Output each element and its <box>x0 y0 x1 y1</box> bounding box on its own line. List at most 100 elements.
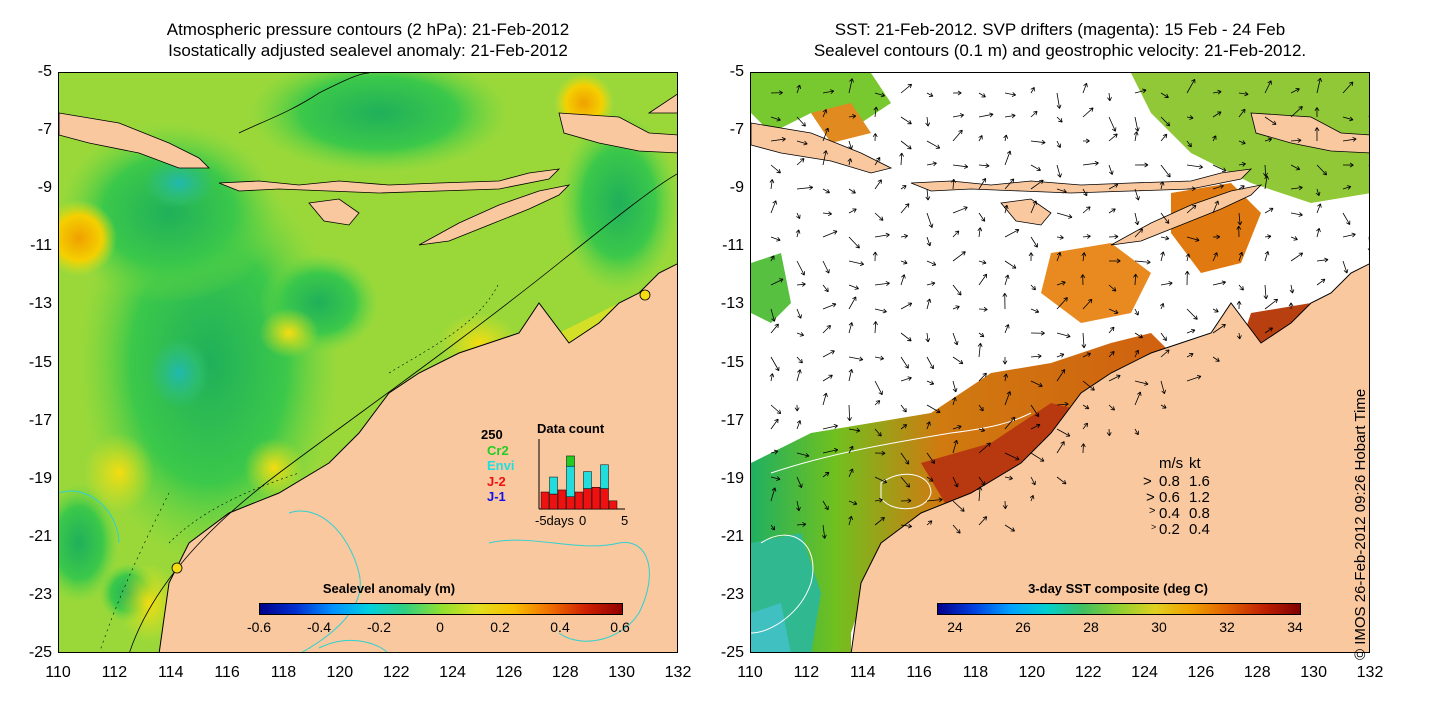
velocity-arrow <box>1263 164 1268 177</box>
velocity-arrow <box>1056 401 1069 407</box>
velocity-arrow <box>1238 140 1246 145</box>
velocity-arrow <box>1108 350 1115 358</box>
velocity-arrow <box>1134 188 1140 201</box>
velocity-arrow <box>978 516 988 526</box>
velocity-arrow <box>926 212 934 228</box>
velocity-arrow <box>796 282 806 287</box>
velocity-arrow <box>900 233 909 239</box>
velocity-arrow <box>978 273 988 286</box>
sst-field <box>751 73 1369 652</box>
inset-x-label-end: 5 <box>621 513 629 528</box>
velocity-arrow <box>1314 127 1320 142</box>
velocity-arrow <box>874 281 890 286</box>
velocity-arrow <box>1368 165 1369 167</box>
velocity-arrow <box>848 260 865 266</box>
sla-tick: 0.4 <box>550 619 570 635</box>
velocity-arrow <box>1108 116 1117 132</box>
velocity-arrow <box>978 112 994 118</box>
velocity-arrow <box>1004 150 1012 166</box>
velocity-arrow <box>796 369 802 382</box>
velocity-arrow <box>1056 428 1071 437</box>
velocity-arrow <box>1160 133 1168 142</box>
sla-tick: 0.2 <box>490 619 510 635</box>
right-title-line2: Sealevel contours (0.1 m) and geostrophi… <box>813 41 1307 60</box>
sla-tick: -0.6 <box>246 619 272 635</box>
velocity-arrow <box>900 356 909 369</box>
velocity-arrow <box>796 308 802 319</box>
velocity-arrow <box>1134 162 1149 168</box>
velocity-arrow <box>770 476 781 481</box>
velocity-arrow <box>926 404 941 414</box>
velocity-legend-arrow-icon: > <box>1143 473 1152 490</box>
right-title-line1: SST: 21-Feb-2012. SVP drifters (magenta)… <box>834 20 1286 39</box>
velocity-arrow <box>1212 89 1222 95</box>
velocity-arrow <box>1030 423 1041 430</box>
velocity-arrow <box>874 497 883 503</box>
velocity-arrow <box>978 372 987 382</box>
velocity-arrow <box>1264 175 1270 190</box>
velocity-arrow <box>1290 185 1303 191</box>
velocity-arrow <box>1186 308 1198 320</box>
velocity-arrow <box>900 185 907 190</box>
velocity-arrow <box>770 308 776 322</box>
velocity-arrow <box>1004 92 1016 97</box>
sst-colorbar <box>937 603 1301 615</box>
velocity-arrow <box>1368 188 1369 189</box>
velocity-arrow <box>1028 252 1034 262</box>
velocity-arrow <box>978 306 988 312</box>
velocity-arrow <box>1030 164 1041 171</box>
x-tick-label: 130 <box>1300 664 1327 681</box>
velocity-arrow <box>1004 178 1015 190</box>
inset-data-count-title: Data count <box>537 421 605 436</box>
y-tick-label: -15 <box>720 353 744 371</box>
velocity-arrow <box>1160 116 1171 127</box>
velocity-arrow <box>900 452 910 465</box>
x-tick-label: 112 <box>793 664 820 681</box>
x-tick-label: 124 <box>439 664 466 681</box>
velocity-arrow <box>978 332 985 338</box>
x-tick-label: 132 <box>664 664 692 681</box>
velocity-arrow <box>1004 113 1016 119</box>
velocity-arrow <box>1264 298 1279 310</box>
velocity-arrow <box>1030 179 1044 190</box>
sla-tick: -0.2 <box>366 619 392 635</box>
velocity-arrow <box>1056 297 1068 310</box>
velocity-arrow <box>978 259 987 265</box>
velocity-arrow <box>1342 232 1356 238</box>
velocity-arrow <box>848 236 860 249</box>
velocity-arrow <box>1160 349 1170 358</box>
bar-envi <box>583 471 592 489</box>
velocity-legend-ms: 0.6 <box>1159 489 1180 506</box>
velocity-arrow <box>770 236 781 242</box>
velocity-arrow <box>874 308 887 314</box>
velocity-arrow <box>822 109 828 118</box>
velocity-arrow <box>1107 92 1112 102</box>
x-tick-label: 110 <box>737 664 763 681</box>
velocity-arrow <box>1134 380 1149 386</box>
velocity-arrow <box>822 471 830 478</box>
y-tick-label: -17 <box>720 411 744 429</box>
velocity-arrow <box>926 161 937 167</box>
imos-credit: © IMOS 26-Feb-2012 09:26 Hobart Time <box>1352 388 1369 660</box>
velocity-arrow <box>1030 284 1036 291</box>
mission-label-j1: J-1 <box>487 489 506 504</box>
velocity-arrow <box>1030 308 1040 314</box>
velocity-arrow <box>1186 204 1197 214</box>
velocity-legend-kt: 1.2 <box>1189 489 1210 506</box>
velocity-arrow <box>925 332 931 343</box>
velocity-arrow <box>952 356 964 365</box>
velocity-arrow <box>1134 428 1139 436</box>
velocity-arrow <box>952 380 958 393</box>
velocity-arrow <box>951 178 956 190</box>
velocity-arrow <box>1004 524 1016 532</box>
velocity-arrow <box>1108 208 1116 214</box>
mission-label-j2: J-2 <box>487 474 506 489</box>
y-tick-label: -9 <box>37 179 52 197</box>
sla-colorbar-title: Sealevel anomaly (m) <box>322 581 456 596</box>
y-tick-label: -11 <box>722 237 744 255</box>
velocity-arrow <box>1030 200 1038 214</box>
velocity-arrow <box>770 449 779 455</box>
velocity-arrow <box>822 230 838 238</box>
velocity-legend-arrow-icon: > <box>1151 522 1157 532</box>
velocity-arrow <box>1030 236 1038 248</box>
